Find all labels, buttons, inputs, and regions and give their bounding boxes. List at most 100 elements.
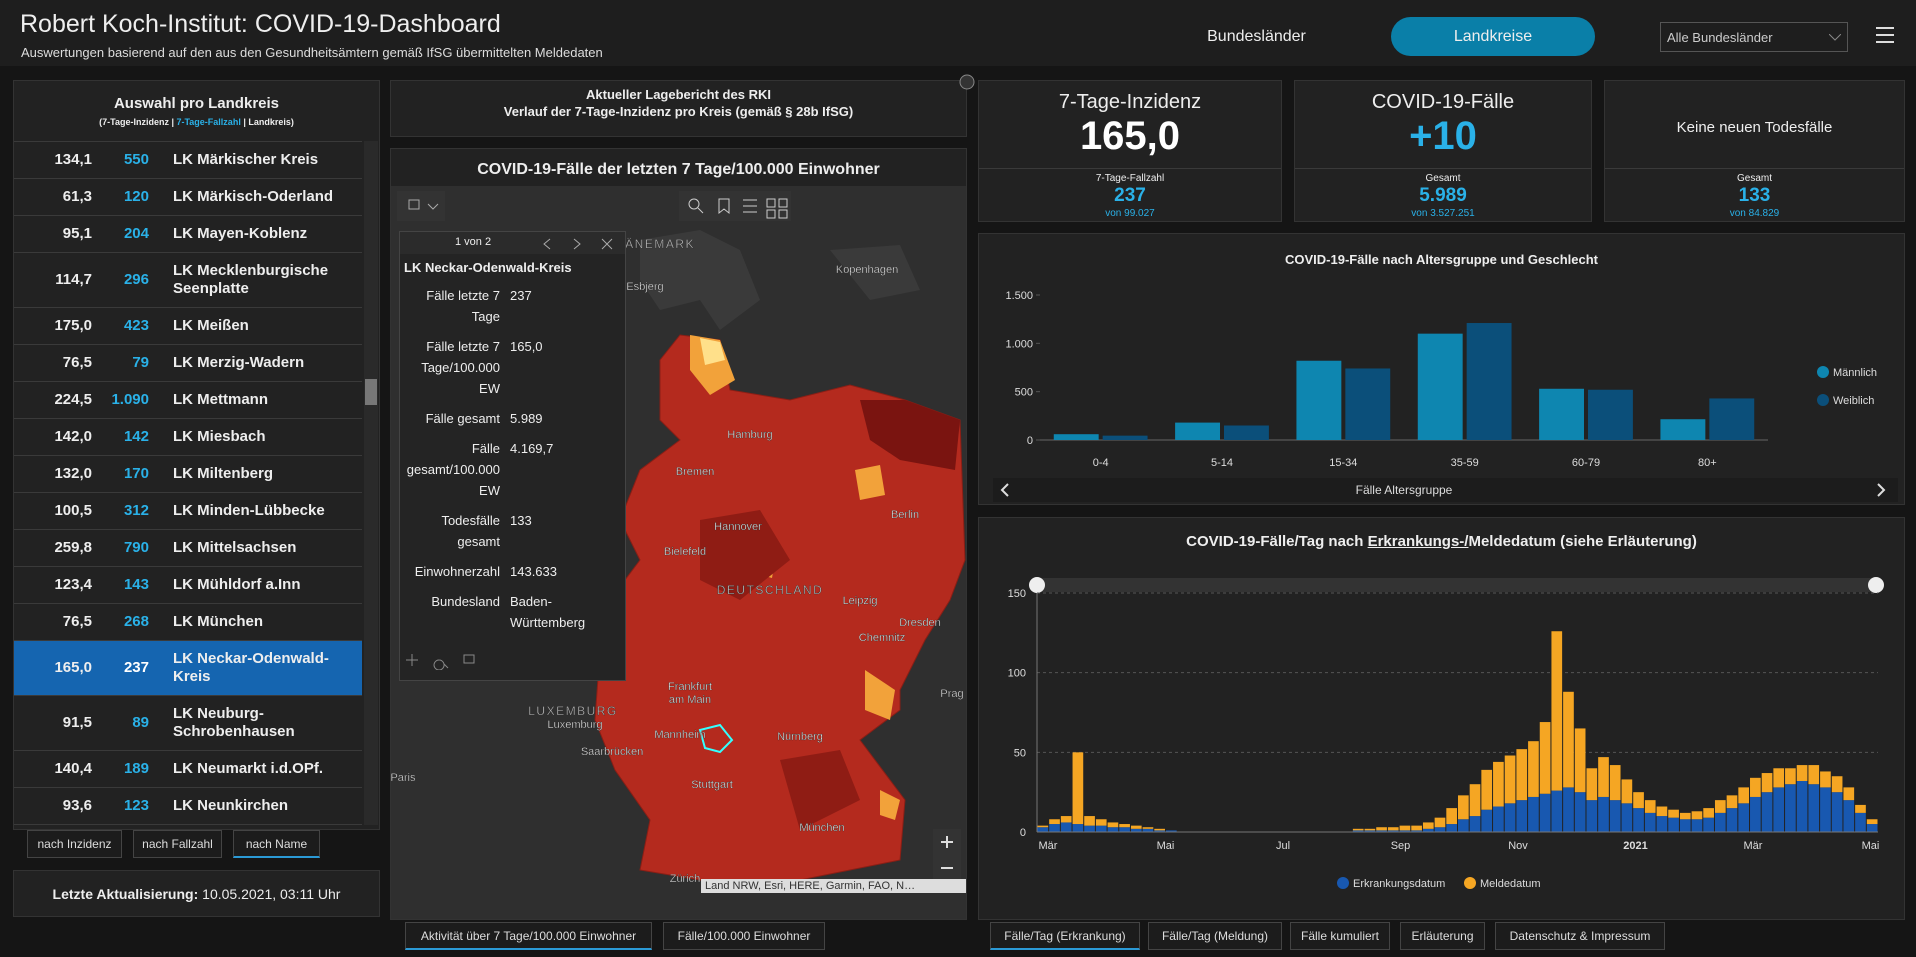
bar-segment[interactable]	[1516, 749, 1528, 801]
tab[interactable]: Fälle/Tag (Meldung)	[1148, 922, 1282, 950]
list-row[interactable]: 95,1 204 LK Mayen-Koblenz	[14, 216, 362, 253]
map-toolbar[interactable]	[679, 191, 791, 221]
bar-segment[interactable]	[1165, 830, 1177, 832]
tab[interactable]: Fälle kumuliert	[1290, 922, 1390, 950]
bar-segment[interactable]	[1668, 809, 1679, 818]
bar-segment[interactable]	[1609, 800, 1621, 832]
bar-segment[interactable]	[1750, 777, 1761, 797]
bar-segment[interactable]	[1761, 792, 1773, 832]
bar[interactable]	[1539, 388, 1584, 440]
nav-button[interactable]: Bundesländer	[1207, 27, 1306, 45]
bar-segment[interactable]	[1504, 755, 1516, 804]
bar-segment[interactable]	[1528, 796, 1539, 832]
tab[interactable]: Fälle/Tag (Erkrankung)	[990, 922, 1140, 950]
bar-segment[interactable]	[1458, 819, 1469, 832]
bar-segment[interactable]	[1773, 768, 1785, 788]
bar-segment[interactable]	[1796, 781, 1808, 832]
scrollbar[interactable]	[364, 141, 378, 825]
nav-button[interactable]: Landkreise	[1391, 17, 1595, 56]
bar-segment[interactable]	[1633, 808, 1644, 832]
bar-segment[interactable]	[1352, 830, 1364, 832]
tab[interactable]: Datenschutz & Impressum	[1495, 922, 1665, 950]
bar-segment[interactable]	[1598, 757, 1609, 797]
bar-segment[interactable]	[1609, 765, 1621, 801]
bar-segment[interactable]	[1574, 728, 1586, 793]
list-row[interactable]: 132,0 170 LK Miltenberg	[14, 456, 362, 493]
bar-segment[interactable]	[1411, 830, 1422, 832]
list-row[interactable]: 140,4 189 LK Neumarkt i.d.OPf.	[14, 751, 362, 788]
bar-segment[interactable]	[1843, 787, 1855, 801]
bar-segment[interactable]	[1049, 819, 1060, 825]
bar-segment[interactable]	[1481, 769, 1493, 810]
zoom-controls[interactable]	[933, 829, 961, 881]
legend-label[interactable]: Männlich	[1833, 367, 1877, 379]
legend-label[interactable]: Meldedatum	[1480, 878, 1541, 890]
popup-tools[interactable]	[406, 650, 486, 670]
bar-segment[interactable]	[1738, 787, 1750, 804]
list-row[interactable]: 175,0 423 LK Meißen	[14, 308, 362, 345]
bar-segment[interactable]	[1831, 792, 1843, 832]
bar-segment[interactable]	[1060, 822, 1072, 832]
bar-segment[interactable]	[1422, 828, 1434, 832]
bar-segment[interactable]	[1493, 806, 1504, 832]
bar-segment[interactable]	[1399, 825, 1411, 831]
list-row[interactable]: 61,3 120 LK Märkisch-Oderland	[14, 179, 362, 216]
bar-segment[interactable]	[1563, 691, 1574, 788]
bar-segment[interactable]	[1516, 800, 1528, 832]
bar-segment[interactable]	[1691, 811, 1703, 820]
bar-segment[interactable]	[1446, 808, 1457, 825]
bar-segment[interactable]	[1703, 817, 1714, 832]
bar-segment[interactable]	[1866, 824, 1878, 832]
popup-controls[interactable]	[540, 237, 625, 251]
bar-segment[interactable]	[1808, 765, 1820, 785]
bar-segment[interactable]	[1843, 800, 1855, 832]
bar-segment[interactable]	[1539, 793, 1551, 832]
legend-label[interactable]: Weiblich	[1833, 395, 1874, 407]
expand-icon[interactable]	[958, 73, 976, 91]
bar-segment[interactable]	[1049, 824, 1060, 832]
bar-segment[interactable]	[1130, 825, 1142, 829]
bar-segment[interactable]	[1084, 816, 1095, 826]
scroll-arrows[interactable]	[1000, 483, 1886, 497]
bar-segment[interactable]	[1563, 787, 1574, 832]
bar-segment[interactable]	[1679, 819, 1691, 832]
slider-handle[interactable]	[1029, 577, 1045, 593]
bar-segment[interactable]	[1119, 824, 1130, 828]
bar-segment[interactable]	[1142, 827, 1154, 829]
bar-segment[interactable]	[1633, 792, 1644, 809]
bar-segment[interactable]	[1037, 825, 1049, 828]
bar-segment[interactable]	[1072, 824, 1084, 832]
list-row[interactable]: 100,5 312 LK Minden-Lübbecke	[14, 493, 362, 530]
list-row[interactable]: 142,0 142 LK Miesbach	[14, 419, 362, 456]
bar[interactable]	[1053, 434, 1099, 440]
tab[interactable]: nach Inzidenz	[27, 830, 122, 858]
bar-segment[interactable]	[1785, 768, 1796, 785]
bar-segment[interactable]	[1586, 768, 1598, 801]
tab[interactable]: nach Name	[233, 830, 320, 858]
bar-segment[interactable]	[1551, 790, 1563, 832]
dropdown[interactable]: Alle Bundesländer	[1660, 22, 1848, 52]
bar-segment[interactable]	[1481, 809, 1493, 832]
bar-segment[interactable]	[1434, 827, 1446, 832]
bar-segment[interactable]	[1785, 784, 1796, 832]
bar-segment[interactable]	[1528, 741, 1539, 797]
bar-segment[interactable]	[1855, 812, 1866, 832]
bar-segment[interactable]	[1773, 787, 1785, 832]
bar-segment[interactable]	[1469, 816, 1481, 832]
range-slider[interactable]	[1037, 578, 1878, 592]
bar-segment[interactable]	[1060, 816, 1072, 823]
bar-segment[interactable]	[1714, 812, 1726, 832]
bar-segment[interactable]	[1761, 773, 1773, 793]
bar-segment[interactable]	[1107, 822, 1119, 828]
bar-segment[interactable]	[1855, 804, 1866, 813]
bar-segment[interactable]	[1469, 784, 1481, 817]
bar-segment[interactable]	[1621, 779, 1633, 804]
bar[interactable]	[1709, 398, 1755, 440]
bar-segment[interactable]	[1493, 761, 1504, 807]
bar[interactable]	[1345, 368, 1391, 440]
list-row[interactable]: 76,5 79 LK Merzig-Wadern	[14, 345, 362, 382]
bar-segment[interactable]	[1726, 795, 1738, 809]
bar-segment[interactable]	[1644, 800, 1656, 813]
list-row[interactable]: 93,6 123 LK Neunkirchen	[14, 788, 362, 825]
bar-segment[interactable]	[1726, 808, 1738, 832]
